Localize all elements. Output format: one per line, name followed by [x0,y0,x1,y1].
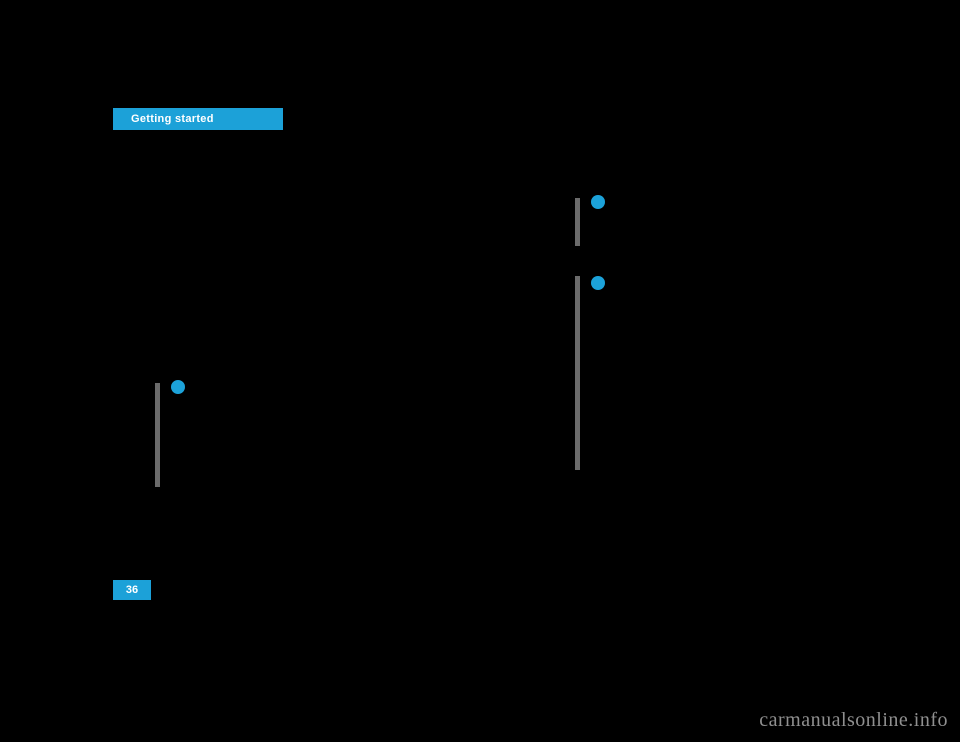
page-number-badge: 36 [113,580,151,600]
section-header-label: Getting started [131,113,214,125]
note-sidebar-bar [575,198,580,246]
info-dot-icon [591,195,605,209]
info-dot-icon [591,276,605,290]
note-sidebar-bar [575,276,580,470]
watermark-text: carmanualsonline.info [759,709,948,732]
note-sidebar-bar [155,383,160,487]
section-header-tab: Getting started [113,108,283,130]
page-number: 36 [126,584,138,596]
manual-page: Getting started 36 [95,70,865,630]
info-dot-icon [171,380,185,394]
